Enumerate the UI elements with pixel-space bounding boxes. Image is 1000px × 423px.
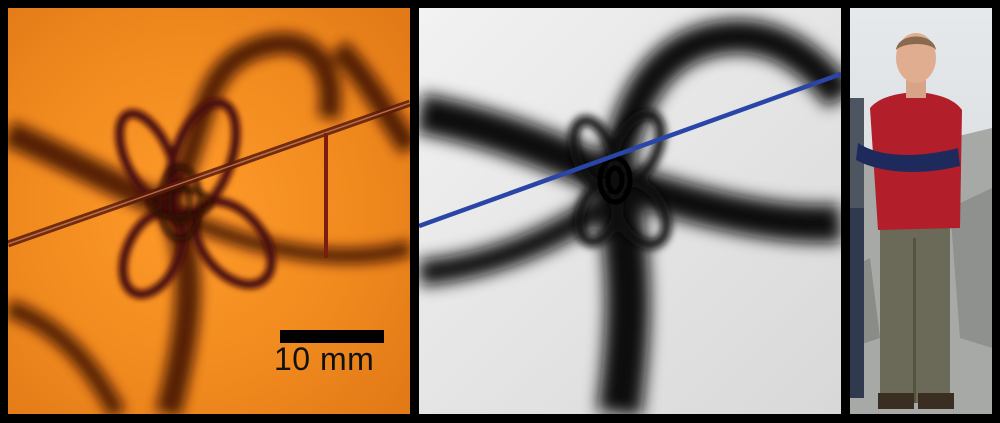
simulated-fringe-image [419, 8, 841, 414]
scale-bar [280, 330, 384, 343]
portrait-photo [850, 8, 992, 414]
scale-bar-label: 10 mm [274, 341, 375, 377]
photoelastic-image-panel: 10 mm [8, 8, 410, 414]
portrait-photo-panel [850, 8, 992, 414]
simulated-fringe-panel [419, 8, 841, 414]
photoelastic-fringe-image [8, 8, 410, 414]
